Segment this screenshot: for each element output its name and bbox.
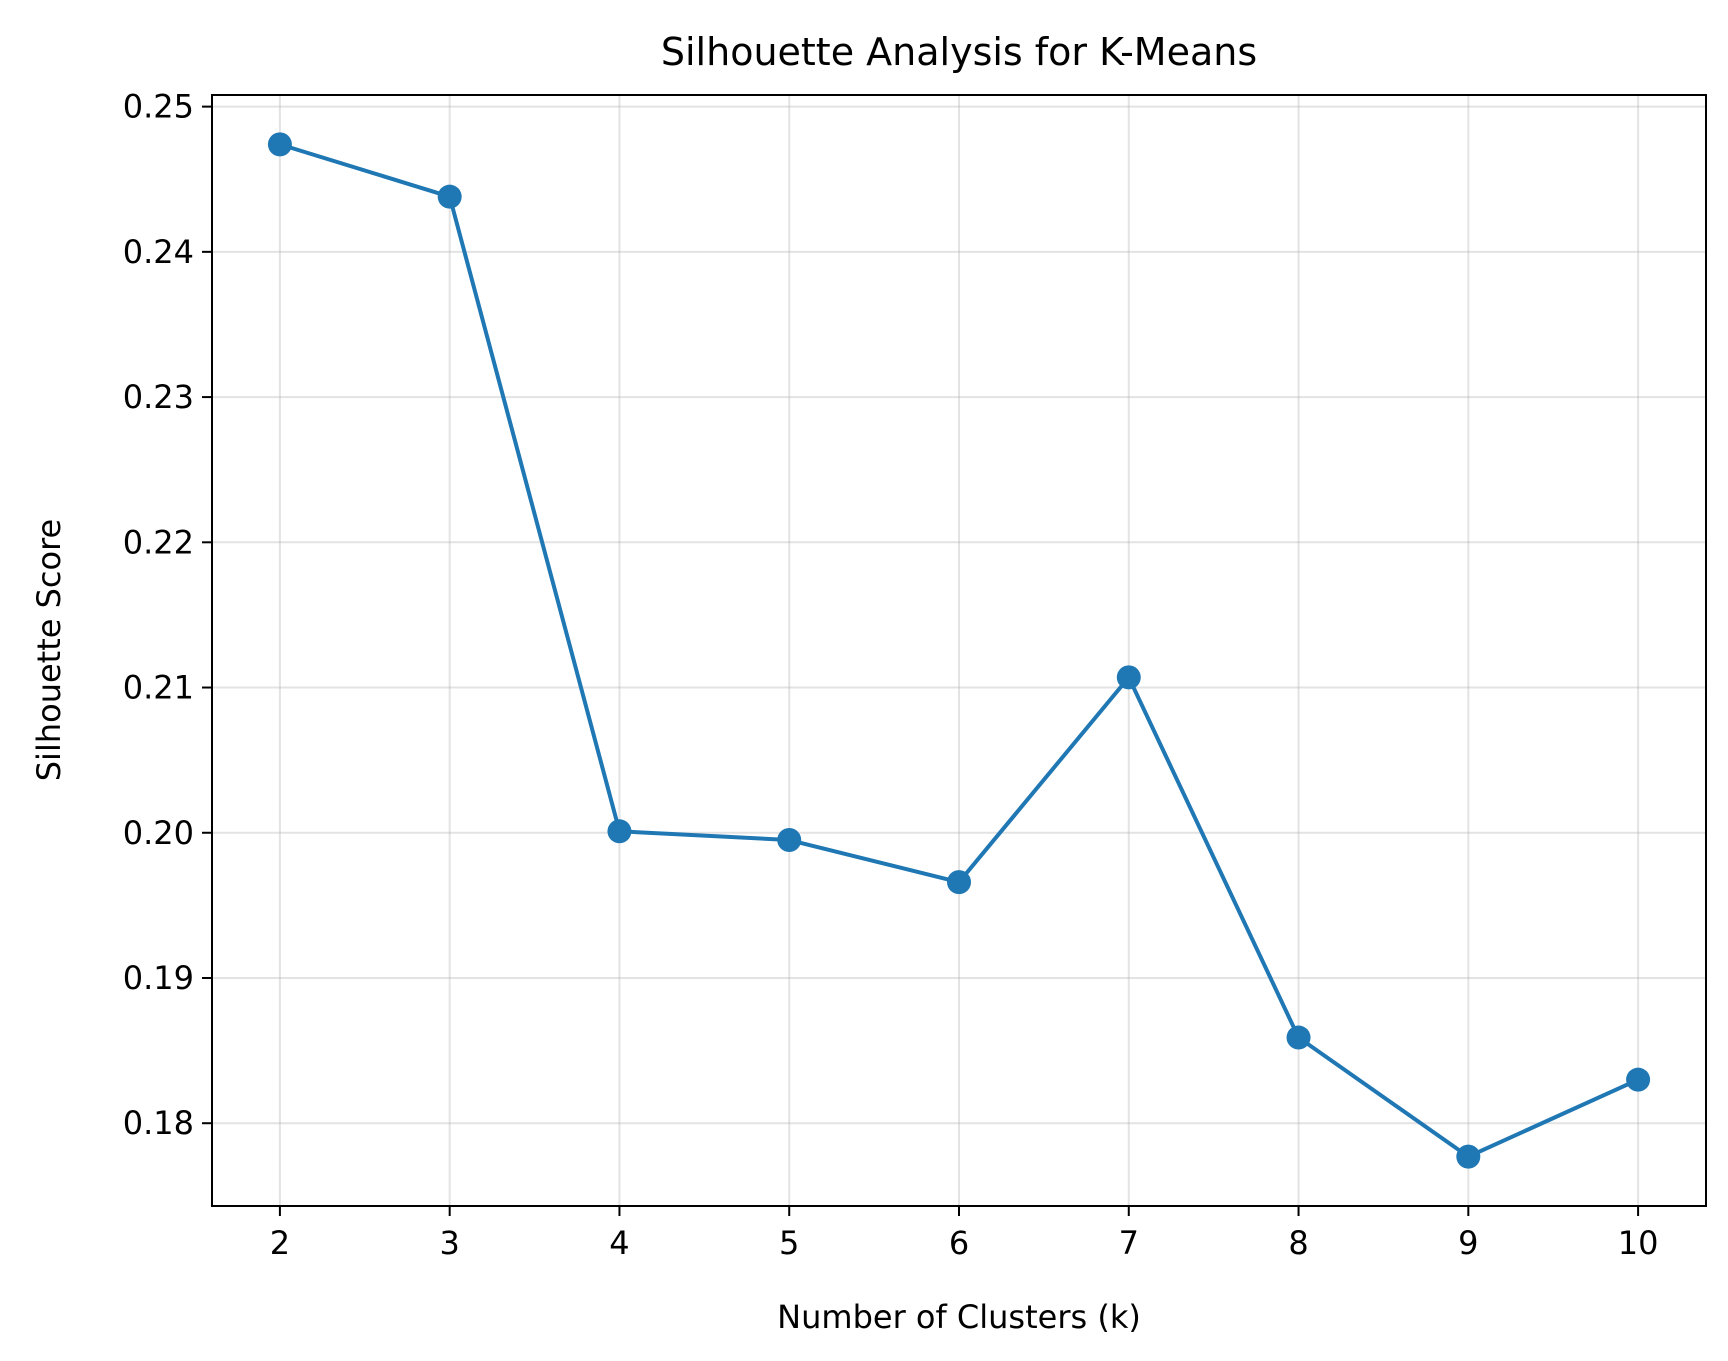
x-tick-label: 7: [1119, 1224, 1139, 1262]
data-point: [1286, 1025, 1311, 1050]
y-tick-label: 0.25: [123, 88, 194, 126]
data-point: [947, 870, 971, 895]
y-tick-label: 0.24: [123, 233, 194, 271]
y-tick-label: 0.18: [123, 1104, 194, 1142]
data-point: [607, 819, 632, 844]
x-tick-label: 4: [609, 1224, 629, 1262]
y-tick-label: 0.21: [123, 669, 194, 707]
x-tick-label: 6: [949, 1224, 969, 1262]
data-point: [1116, 665, 1141, 690]
x-axis-ticks: 2 3 4 5 6 7 8 9 10: [270, 1206, 1659, 1262]
y-axis-ticks: 0.18 0.19 0.20 0.21 0.22 0.23 0.24 0.25: [123, 88, 212, 1142]
y-tick-label: 0.23: [123, 378, 194, 416]
data-point: [1456, 1144, 1481, 1169]
data-point: [267, 132, 292, 157]
data-point: [777, 828, 802, 853]
x-tick-label: 8: [1288, 1224, 1308, 1262]
y-tick-label: 0.20: [123, 814, 194, 852]
x-tick-label: 10: [1618, 1224, 1659, 1262]
x-tick-label: 3: [440, 1224, 460, 1262]
x-tick-label: 9: [1458, 1224, 1478, 1262]
x-tick-label: 5: [779, 1224, 799, 1262]
grid-lines: [212, 95, 1706, 1206]
x-tick-label: 2: [270, 1224, 290, 1262]
chart-title: Silhouette Analysis for K-Means: [661, 30, 1257, 74]
y-axis-label: Silhouette Score: [30, 519, 68, 782]
data-point: [437, 184, 462, 209]
y-tick-label: 0.19: [123, 959, 194, 997]
y-tick-label: 0.22: [123, 523, 194, 561]
data-point: [1626, 1067, 1651, 1092]
x-axis-label: Number of Clusters (k): [777, 1298, 1141, 1336]
data-points: [267, 132, 1651, 1169]
